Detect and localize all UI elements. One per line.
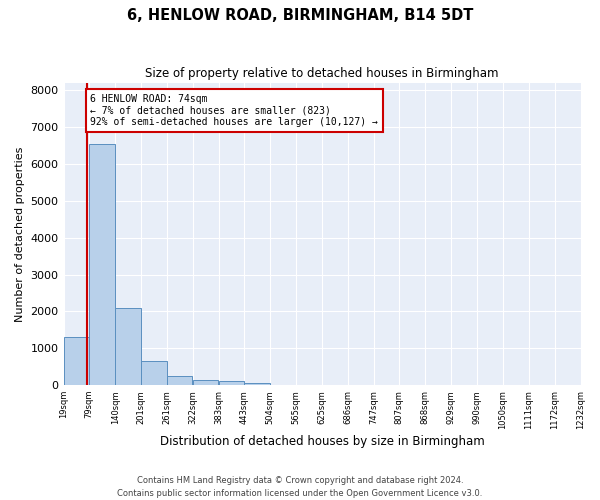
X-axis label: Distribution of detached houses by size in Birmingham: Distribution of detached houses by size … — [160, 434, 484, 448]
Bar — [218, 382, 244, 385]
Bar — [115, 308, 140, 385]
Text: Contains HM Land Registry data © Crown copyright and database right 2024.
Contai: Contains HM Land Registry data © Crown c… — [118, 476, 482, 498]
Bar — [64, 337, 89, 385]
Title: Size of property relative to detached houses in Birmingham: Size of property relative to detached ho… — [145, 68, 499, 80]
Bar — [89, 144, 115, 385]
Bar — [167, 376, 192, 385]
Text: 6 HENLOW ROAD: 74sqm
← 7% of detached houses are smaller (823)
92% of semi-detac: 6 HENLOW ROAD: 74sqm ← 7% of detached ho… — [91, 94, 378, 128]
Bar — [193, 380, 218, 385]
Y-axis label: Number of detached properties: Number of detached properties — [15, 146, 25, 322]
Text: 6, HENLOW ROAD, BIRMINGHAM, B14 5DT: 6, HENLOW ROAD, BIRMINGHAM, B14 5DT — [127, 8, 473, 22]
Bar — [141, 361, 167, 385]
Bar — [244, 383, 270, 385]
